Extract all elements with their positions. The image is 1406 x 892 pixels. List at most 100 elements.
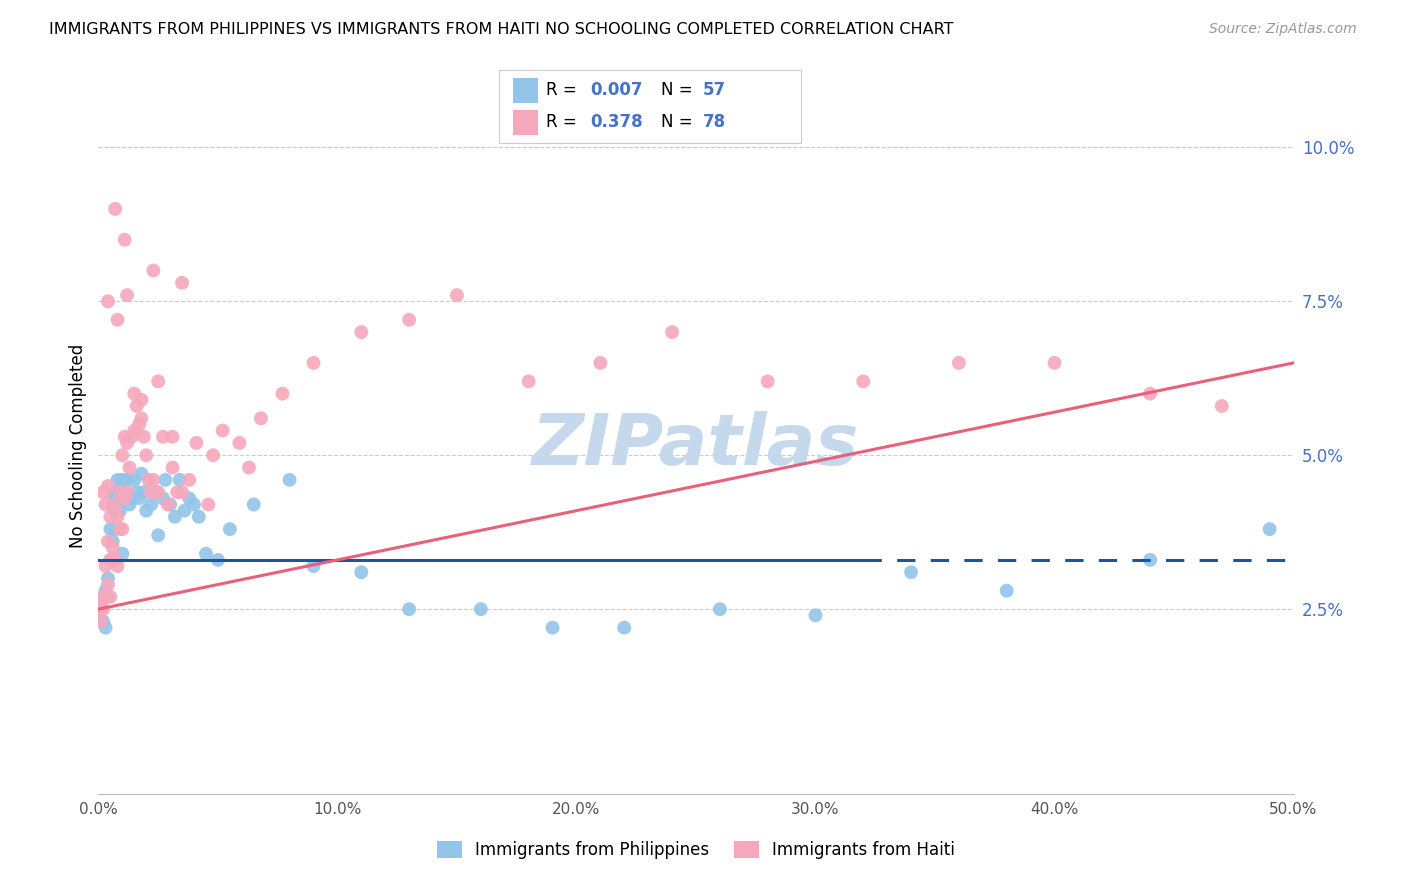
Point	[98, 553, 122, 567]
Point	[98, 509, 122, 524]
Point	[163, 509, 186, 524]
Point	[135, 448, 157, 462]
Point	[94, 498, 117, 512]
Point	[219, 522, 242, 536]
Point	[179, 491, 201, 506]
Point	[1258, 522, 1281, 536]
Point	[302, 356, 325, 370]
Point	[152, 491, 174, 506]
Point	[121, 430, 143, 444]
Point	[97, 577, 120, 591]
Point	[104, 202, 127, 216]
Point	[90, 602, 112, 616]
Point	[142, 473, 165, 487]
Point	[94, 583, 117, 598]
Point	[115, 473, 138, 487]
Point	[108, 522, 131, 536]
Point	[111, 547, 134, 561]
Point	[115, 288, 138, 302]
Point	[517, 375, 540, 389]
Point	[995, 583, 1018, 598]
Text: 57: 57	[703, 81, 725, 99]
Point	[1139, 553, 1161, 567]
Point	[124, 386, 146, 401]
Text: R =: R =	[546, 113, 582, 131]
Point	[179, 473, 201, 487]
Point	[107, 312, 129, 326]
Point	[238, 460, 260, 475]
Point	[172, 276, 194, 290]
Point	[852, 375, 875, 389]
Text: N =: N =	[661, 113, 697, 131]
Point	[91, 615, 114, 629]
Point	[90, 602, 112, 616]
Point	[148, 485, 170, 500]
Point	[135, 503, 157, 517]
Point	[94, 559, 117, 574]
Point	[470, 602, 492, 616]
Point	[398, 312, 420, 326]
Text: 0.007: 0.007	[591, 81, 643, 99]
Point	[709, 602, 731, 616]
Point	[142, 263, 165, 277]
Point	[91, 590, 114, 604]
Point	[1139, 386, 1161, 401]
Point	[250, 411, 273, 425]
Point	[114, 491, 136, 506]
Point	[169, 473, 191, 487]
Text: Source: ZipAtlas.com: Source: ZipAtlas.com	[1209, 22, 1357, 37]
Point	[138, 473, 160, 487]
Point	[148, 528, 170, 542]
Point	[101, 534, 124, 549]
Point	[145, 485, 167, 500]
Text: R =: R =	[546, 81, 582, 99]
Point	[166, 485, 188, 500]
Point	[186, 436, 208, 450]
Point	[159, 498, 181, 512]
Point	[183, 498, 205, 512]
Point	[398, 602, 420, 616]
Text: 0.378: 0.378	[591, 113, 643, 131]
Point	[108, 503, 131, 517]
Text: 78: 78	[703, 113, 725, 131]
Point	[207, 553, 229, 567]
Point	[91, 590, 114, 604]
Point	[97, 479, 120, 493]
Point	[104, 485, 127, 500]
Point	[107, 473, 129, 487]
Point	[115, 485, 138, 500]
Point	[139, 485, 162, 500]
Point	[124, 424, 146, 438]
Point	[132, 485, 155, 500]
Text: N =: N =	[661, 81, 697, 99]
Point	[125, 485, 148, 500]
Point	[107, 559, 129, 574]
Y-axis label: No Schooling Completed: No Schooling Completed	[69, 344, 87, 548]
Point	[97, 571, 120, 585]
Point	[1043, 356, 1066, 370]
Point	[900, 566, 922, 580]
Point	[195, 547, 218, 561]
Point	[124, 473, 146, 487]
Point	[162, 430, 184, 444]
Point	[104, 522, 127, 536]
Point	[114, 233, 136, 247]
Point	[302, 559, 325, 574]
Point	[131, 392, 153, 407]
Point	[111, 473, 134, 487]
Point	[118, 498, 141, 512]
Point	[446, 288, 468, 302]
Point	[97, 294, 120, 309]
Point	[101, 498, 124, 512]
Point	[108, 485, 131, 500]
Point	[104, 503, 127, 517]
Point	[104, 553, 127, 567]
Point	[101, 541, 124, 555]
Point	[162, 460, 184, 475]
Point	[278, 473, 301, 487]
Point	[111, 448, 134, 462]
Point	[98, 590, 122, 604]
Point	[243, 498, 266, 512]
Point	[756, 375, 779, 389]
Point	[589, 356, 612, 370]
